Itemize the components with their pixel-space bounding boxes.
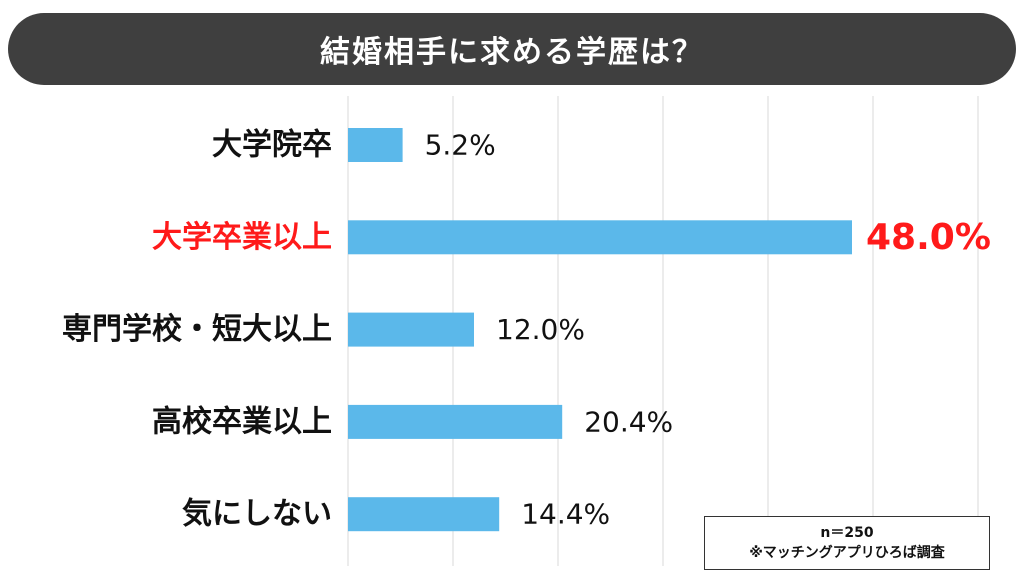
bar xyxy=(348,312,474,347)
category-label: 大学院卒 xyxy=(212,128,332,163)
source-note: ※マッチングアプリひろば調査 xyxy=(749,545,945,561)
bar xyxy=(348,497,500,532)
data-label: 14.4% xyxy=(521,498,610,531)
category-label: 高校卒業以上 xyxy=(152,404,332,439)
data-label: 5.2% xyxy=(425,129,496,162)
bar xyxy=(348,404,563,439)
note-box: n＝250 ※マッチングアプリひろば調査 xyxy=(704,516,990,570)
title-banner: 結婚相手に求める学歴は？ xyxy=(8,13,1016,85)
bar xyxy=(348,220,852,255)
category-label: 気にしない xyxy=(182,497,332,532)
category-label: 大学卒業以上 xyxy=(152,220,332,255)
data-label: 20.4% xyxy=(584,405,673,438)
data-label: 48.0% xyxy=(866,217,991,258)
bar xyxy=(348,128,403,162)
data-label: 12.0% xyxy=(496,313,585,346)
category-label: 専門学校・短大以上 xyxy=(62,312,332,347)
chart-title: 結婚相手に求める学歴は？ xyxy=(320,35,704,70)
sample-size-note: n＝250 xyxy=(820,525,874,541)
